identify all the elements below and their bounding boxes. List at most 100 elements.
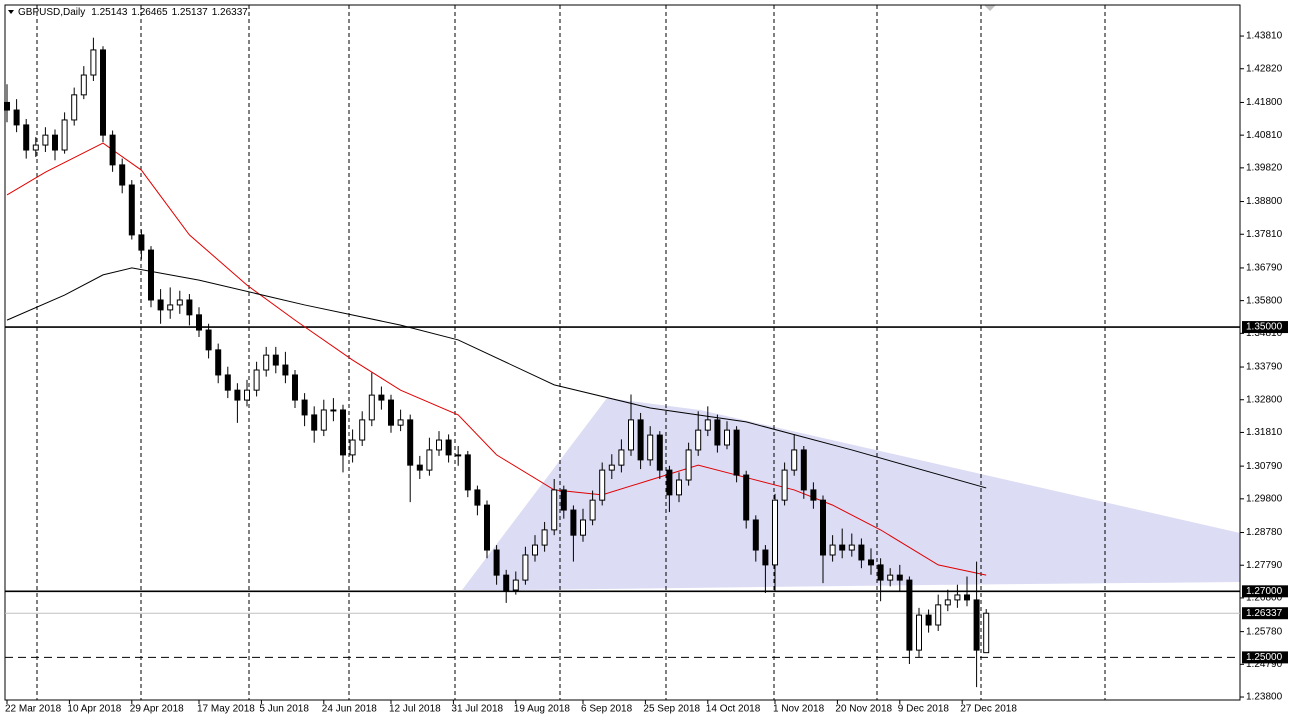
candle-body: [292, 374, 298, 401]
candle-body: [244, 389, 250, 401]
moving-average: [6, 267, 987, 489]
header-open: 1.25143: [91, 7, 128, 18]
candle-body: [61, 119, 68, 151]
candle-body: [23, 124, 30, 151]
candle-body: [80, 74, 87, 96]
candle-body: [167, 304, 174, 311]
candle-body: [839, 544, 846, 551]
price-label-box: [1242, 607, 1288, 620]
candle-body: [656, 434, 663, 471]
candle-body: [301, 399, 308, 416]
y-tick-label: 1.24790: [1246, 659, 1283, 670]
candle-body: [42, 134, 49, 146]
candle-body: [272, 354, 279, 366]
candle-body: [4, 101, 10, 111]
x-tick-label: 24 Jun 2018: [322, 704, 377, 715]
candle-body: [378, 394, 385, 401]
candle-body: [752, 519, 759, 551]
candle-body: [916, 614, 922, 651]
candle-body: [695, 429, 702, 451]
candle-body: [560, 489, 567, 511]
price-label: 1.27000: [1246, 586, 1283, 597]
y-tick-label: 1.30790: [1246, 461, 1283, 472]
candle-body: [32, 144, 39, 151]
candle-body: [704, 419, 711, 431]
candle-body: [90, 49, 97, 76]
candle-body: [13, 109, 20, 126]
candle-body: [205, 329, 212, 351]
candle-body: [887, 574, 894, 581]
period-separators: [36, 5, 1106, 700]
candle-body: [416, 464, 423, 471]
candle-body: [512, 579, 519, 591]
candle-body: [570, 509, 577, 536]
candle-body: [436, 439, 442, 451]
candle-body: [397, 419, 404, 426]
candle-body: [618, 449, 625, 466]
header-high: 1.26465: [131, 7, 168, 18]
candle-body: [676, 479, 682, 496]
candle-body: [100, 49, 106, 136]
y-tick-label: 1.32800: [1246, 394, 1283, 405]
menu-arrow[interactable]: [8, 10, 14, 14]
candle-body: [388, 399, 394, 426]
price-label-box: [1242, 651, 1288, 664]
candle-body: [176, 299, 183, 306]
candle-body: [608, 464, 615, 471]
candle-body: [532, 544, 538, 556]
candle-body: [983, 612, 990, 654]
y-tick-label: 1.26800: [1246, 593, 1283, 604]
candle-body: [253, 369, 260, 391]
candle-body: [186, 299, 193, 316]
candle-body: [368, 394, 375, 421]
candle-body: [282, 364, 289, 376]
candle-body: [407, 419, 414, 466]
candle-body: [263, 354, 270, 371]
candle-body: [829, 544, 836, 556]
candle-body: [455, 454, 462, 457]
y-tick-label: 1.28780: [1246, 527, 1283, 538]
candle-body: [628, 419, 634, 451]
candle-body: [580, 519, 586, 536]
candle-body: [935, 604, 942, 626]
y-tick-label: 1.42820: [1246, 63, 1283, 74]
y-tick-label: 1.37810: [1246, 229, 1283, 240]
price-label: 1.35000: [1246, 322, 1283, 333]
candle-body: [320, 409, 327, 431]
candle-body: [234, 389, 241, 401]
candle-body: [896, 574, 903, 581]
candle-body: [148, 249, 154, 301]
candle-body: [589, 499, 596, 521]
x-tick-label: 1 Nov 2018: [773, 704, 825, 715]
candle-body: [800, 449, 807, 491]
candle-body: [810, 489, 817, 501]
y-tick-label: 1.27790: [1246, 560, 1283, 571]
candle-body: [52, 134, 58, 151]
x-tick-label: 19 Aug 2018: [514, 704, 571, 715]
candle-body: [964, 594, 970, 601]
candle-body: [311, 414, 318, 431]
candle-body: [848, 544, 855, 551]
price-label-box: [1242, 321, 1288, 334]
candle-body: [925, 614, 932, 626]
x-tick-label: 27 Dec 2018: [960, 704, 1017, 715]
candle-body: [522, 554, 529, 581]
y-tick-label: 1.39820: [1246, 162, 1283, 173]
candle-body: [503, 574, 510, 591]
shift-marker[interactable]: [984, 5, 996, 11]
y-tick-label: 1.41800: [1246, 97, 1283, 108]
candle-body: [599, 469, 606, 501]
candle-body: [340, 409, 346, 456]
x-tick-label: 31 Jul 2018: [451, 704, 503, 715]
y-tick-label: 1.34810: [1246, 328, 1283, 339]
candle-body: [762, 549, 769, 566]
candle-body: [973, 599, 980, 651]
candle-body: [906, 579, 913, 651]
x-tick-label: 25 Sep 2018: [643, 704, 700, 715]
candle-body: [493, 549, 500, 576]
y-tick-label: 1.36790: [1246, 263, 1283, 274]
candle-body: [109, 134, 116, 166]
header-close: 1.26337: [212, 7, 249, 18]
